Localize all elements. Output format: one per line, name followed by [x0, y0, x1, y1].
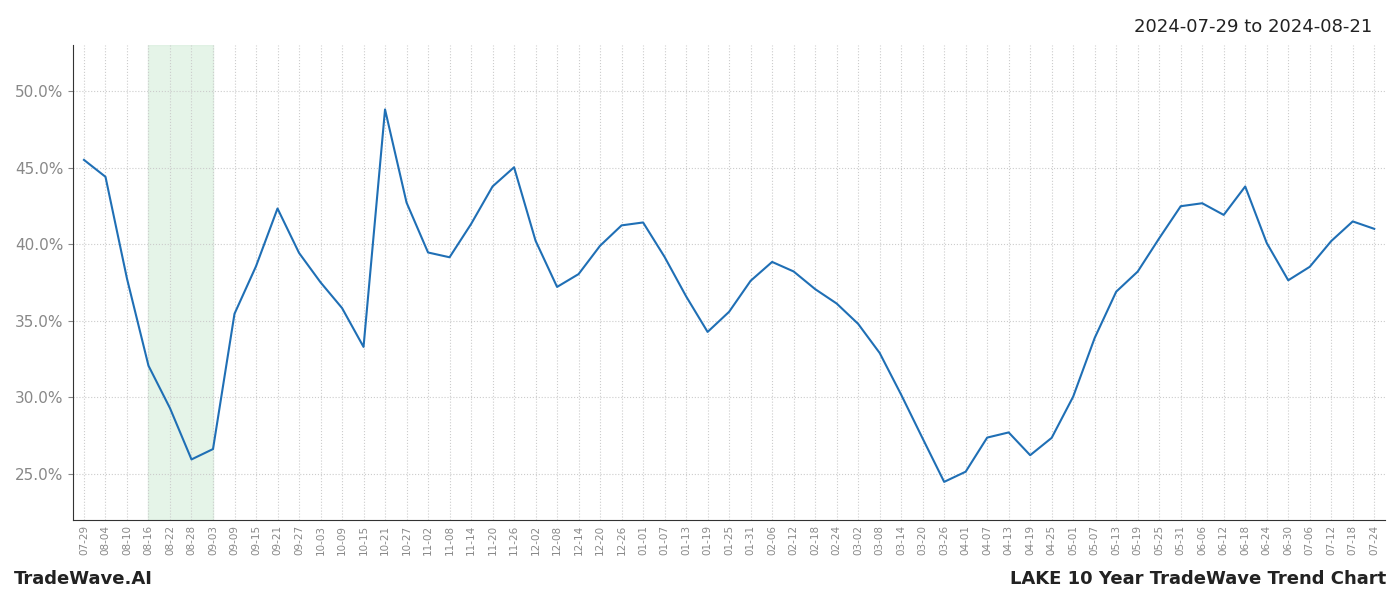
Bar — [148, 45, 213, 520]
Text: LAKE 10 Year TradeWave Trend Chart: LAKE 10 Year TradeWave Trend Chart — [1009, 570, 1386, 588]
Text: 2024-07-29 to 2024-08-21: 2024-07-29 to 2024-08-21 — [1134, 18, 1372, 36]
Text: TradeWave.AI: TradeWave.AI — [14, 570, 153, 588]
